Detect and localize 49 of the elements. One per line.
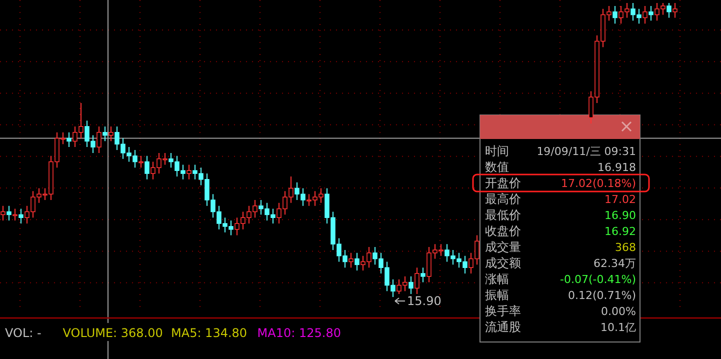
category-label: 数值 (485, 160, 509, 174)
text: VOL: - (5, 326, 42, 340)
candlestick (420, 267, 426, 283)
text: 17.02(0.18%) (560, 177, 636, 190)
category-label: 成交额 (485, 256, 521, 270)
category-label: 涨幅 (485, 272, 509, 286)
text: VOLUME: 368.00 (62, 326, 163, 340)
text: 19/09/11/三 09:31 (536, 145, 636, 158)
category-label: 成交量 (485, 240, 521, 254)
candlestick (108, 126, 114, 142)
category-label: 收盘价 (485, 224, 521, 238)
text: MA10: 125.80 (257, 326, 341, 340)
candlestick (672, 2, 678, 18)
candlestick (612, 5, 618, 24)
candlestick (66, 132, 72, 148)
text: 0.00% (601, 305, 636, 318)
text: -0.07(-0.41%) (560, 273, 636, 286)
candlestick (648, 5, 654, 22)
text: 62.34万 (594, 257, 636, 270)
candlestick (186, 164, 192, 180)
candlestick (18, 208, 24, 224)
text: 0.12(0.71%) (568, 289, 636, 302)
text: MA5: 134.80 (171, 326, 248, 340)
candlestick (354, 252, 360, 272)
candlestick (6, 205, 12, 222)
candlestick (12, 208, 18, 222)
category-label: 时间 (485, 144, 509, 158)
category-label: 振幅 (485, 288, 509, 302)
candlestick (138, 155, 144, 168)
candlestick (408, 276, 414, 295)
text: 368 (615, 241, 636, 254)
candlestick (144, 155, 150, 180)
text: 17.02 (604, 193, 636, 206)
category-label: 最低价 (485, 208, 521, 222)
candlestick (666, 2, 672, 18)
text: 10.1亿 (600, 321, 636, 334)
candlestick (348, 252, 354, 268)
category-label: 换手率 (485, 304, 521, 318)
text: 16.92 (604, 225, 636, 238)
candlestick (96, 126, 102, 154)
annotation: 15.90 (407, 294, 442, 308)
category-label: 开盘价 (485, 176, 521, 190)
text: 16.918 (598, 161, 636, 174)
text: 16.90 (604, 209, 636, 222)
category-label: 最高价 (485, 192, 521, 206)
candlestick (642, 5, 648, 24)
candlestick (102, 126, 108, 142)
category-label: 流通股 (485, 320, 521, 334)
candlestick (414, 267, 420, 295)
